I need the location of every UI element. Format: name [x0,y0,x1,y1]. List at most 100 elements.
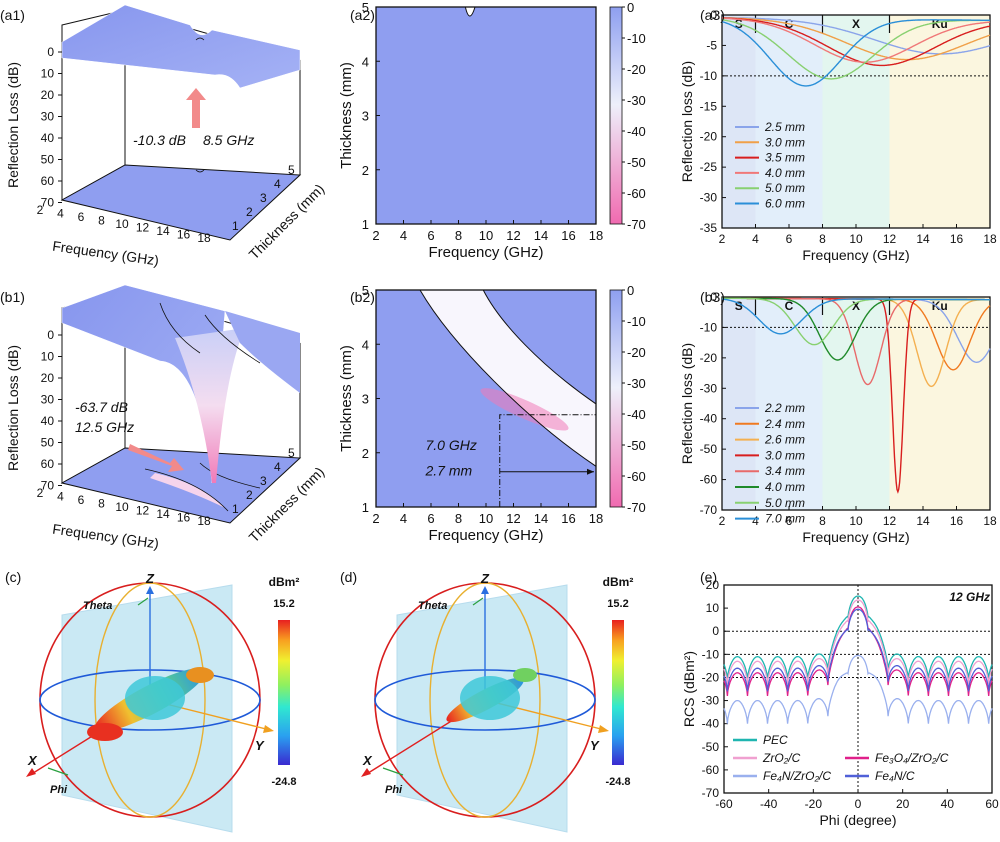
series-line-3-5-mm [722,17,991,67]
colorbar-tick-label: 0 [627,283,634,298]
band-s [722,15,756,228]
circle-orange [429,582,541,818]
x-tick-label: 14 [534,511,548,526]
surface-contour [204,314,261,364]
radiation-lobe-center [460,676,520,720]
legend-entry: 2.5 mm [764,120,805,134]
band-s [722,297,756,510]
x-tick-label: 16 [950,232,964,246]
colorbar-tick-label: -10 [627,31,646,46]
rl-tick-label: 50 [41,153,55,167]
x-tick-label: 8 [819,232,826,246]
thickness-tick-label: 1 [232,502,239,516]
colorbar-tick-label: -30 [627,93,646,108]
panel-label-c: (c) [5,569,21,585]
legend-entry: 3.0 mm [765,448,805,462]
rcs-series-line [723,608,993,692]
x-tick-label: -60 [715,797,733,811]
y-tick-label: -60 [700,473,718,487]
y-tick-label: -70 [702,786,720,800]
y-tick-label: -10 [700,320,718,334]
x-tick-label: 20 [896,797,910,811]
z-axis-label: Reflection Loss (dB) [5,345,21,471]
y-tick-label: -30 [700,381,718,395]
panel-label-a1: (a1) [0,7,25,23]
colorbar-tick-label: -20 [627,62,646,77]
x-axis-label: Frequency (GHz) [428,527,543,544]
rl-tick-label: 0 [47,328,54,342]
guide-line [499,414,596,507]
x-tick-label: 6 [427,511,434,526]
colorbar [278,620,290,765]
thickness-tick-label: 4 [274,177,281,191]
series-line-3-0-mm [722,17,991,61]
freq-tick-label: 16 [177,228,191,242]
projection-contour [144,468,229,512]
annotation-thickness: 2.7 mm [425,463,473,479]
panel-label-b1: (b1) [0,289,25,305]
phi-arrow [47,767,69,776]
x-axis-label: Frequency (GHz) [51,238,160,269]
y-tick-label: -35 [700,221,718,235]
z-axis-label: Reflection Loss (dB) [5,62,21,188]
x-tick-label: 14 [916,232,930,246]
x-tick-label: 2 [372,511,379,526]
legend-entry: 7.0 mm [765,512,805,526]
x-axis-label: Phi (degree) [819,812,896,828]
freq-tick-label: 4 [57,207,64,221]
series-line-4-0-mm [722,17,991,63]
rl-tick-label: 40 [41,414,55,428]
colorbar-tick-label: -20 [627,345,646,360]
y-axis-label: RCS (dBm²) [681,651,697,727]
y-tick-label: -40 [700,412,718,426]
legend-entry: 3.0 mm [765,135,805,149]
legend-entry: 2.6 mm [764,433,805,447]
colorbar [609,289,623,508]
legend-entry: 3.5 mm [765,151,805,165]
thickness-tick-label: 2 [246,205,253,219]
freq-tick-label: 8 [98,214,105,228]
x-tick-label: 60 [985,797,999,811]
axis-x-label: X [362,753,373,768]
x-tick-label: 12 [883,232,897,246]
phi-arrow [382,767,404,776]
rl-tick-label: 10 [41,350,55,364]
y-tick-label: -40 [702,717,720,731]
y-tick-label: 4 [362,54,369,69]
colorbar-tick-label: -70 [627,500,646,515]
legend-entry: 2.2 mm [764,401,805,415]
theta-arrow [472,597,484,606]
radiation-lobe-hotspot [87,723,123,741]
x-tick-label: 18 [983,232,997,246]
colorbar-unit: dBm² [603,575,634,589]
phi-label: Phi [385,784,403,796]
x-tick-label: 16 [561,228,575,243]
axis-y-head [263,725,274,733]
band-label-x: X [852,299,860,313]
rl-tick-label: 30 [41,110,55,124]
legend-entry: 4.0 mm [765,166,805,180]
panel-label-d: (d) [340,569,357,585]
freq-tick-label: 16 [177,511,191,525]
freq-tick-label: 12 [136,221,150,235]
surface-contour [195,37,205,41]
annotation-freq: 12.5 GHz [75,419,134,435]
y-tick-label: 3 [362,109,369,124]
projection-band [150,473,225,508]
freq-tick-label: 14 [156,224,170,238]
rl-tick-label: 20 [41,371,55,385]
freq-tick-label: 18 [197,231,211,245]
x-tick-label: 12 [506,228,520,243]
x-tick-label: 4 [400,228,407,243]
colorbar-tick-label: -70 [627,217,646,232]
x-axis-label: Frequency (GHz) [51,521,160,552]
contour-line [482,289,597,405]
annotation-arrow [186,88,206,128]
y-tick-label: 2 [362,163,369,178]
legend-entry: PEC [763,733,788,747]
y-tick-label: 1 [362,500,369,515]
colorbar [609,6,623,225]
theta-arrow [137,597,149,606]
axis-x-label: X [27,753,38,768]
